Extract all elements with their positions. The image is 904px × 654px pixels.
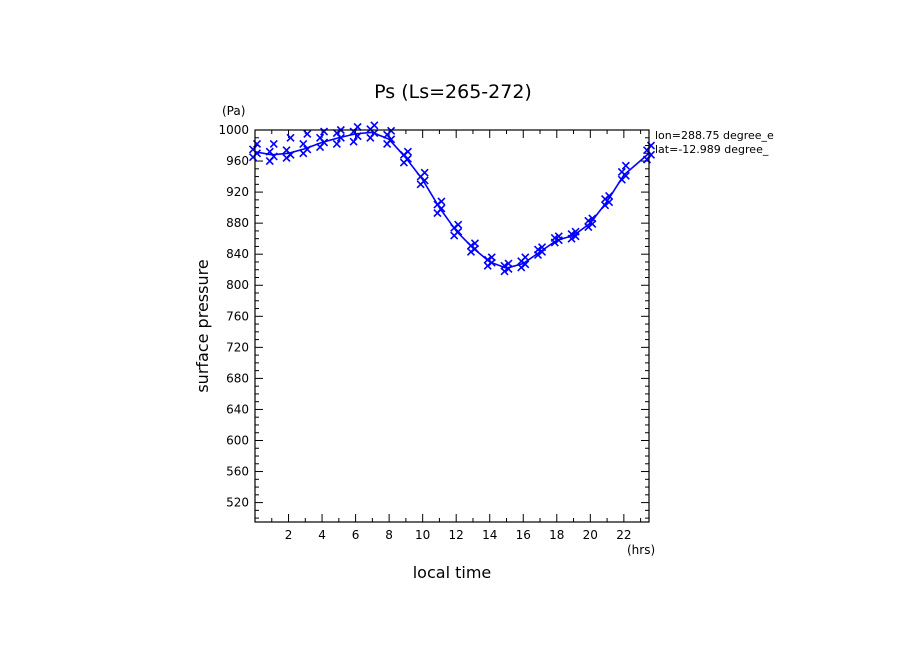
data-point-marker	[303, 129, 312, 138]
y-tick-label: 880	[226, 216, 249, 230]
chart-title: Ps (Ls=265-272)	[374, 81, 532, 103]
data-point-marker	[286, 133, 295, 142]
data-point-marker	[567, 229, 576, 239]
data-point-marker	[504, 259, 513, 268]
series-line	[254, 131, 650, 270]
data-point-marker	[537, 243, 547, 252]
data-point-marker	[487, 253, 496, 262]
x-tick-label: 18	[549, 528, 564, 542]
data-point-marker	[584, 216, 593, 225]
data-point-marker	[319, 127, 329, 136]
data-point-marker	[387, 126, 396, 135]
y-tick-label: 960	[226, 154, 249, 168]
x-tick-label: 22	[616, 528, 631, 542]
x-tick-label: 8	[385, 528, 393, 542]
annotation-lat: lat=-12.989 degree_	[655, 143, 769, 156]
data-point-marker	[303, 145, 312, 154]
data-point-marker	[605, 191, 614, 201]
data-point-marker	[554, 232, 563, 241]
data-point-marker	[521, 253, 530, 262]
data-point-marker	[617, 167, 626, 176]
data-point-marker	[349, 137, 358, 146]
data-point-marker	[332, 139, 341, 149]
y-tick-label: 760	[226, 309, 249, 323]
y-tick-label: 640	[226, 402, 249, 416]
y-tick-label: 520	[226, 496, 249, 510]
data-point-marker	[269, 139, 278, 149]
y-tick-label: 600	[226, 433, 249, 447]
annotation-clip	[779, 126, 904, 162]
y-tick-label: 560	[226, 465, 249, 479]
x-unit-label: (hrs)	[627, 543, 655, 557]
data-point-marker	[454, 220, 463, 229]
data-point-marker	[588, 214, 597, 223]
data-point-marker	[533, 245, 543, 254]
y-tick-label: 680	[226, 371, 249, 385]
y-tick-label: 720	[226, 340, 249, 354]
data-point-marker	[500, 261, 509, 270]
y-tick-label: 1000	[218, 123, 249, 137]
y-unit-label: (Pa)	[222, 104, 245, 118]
data-point-marker	[265, 147, 274, 156]
y-tick-label: 800	[226, 278, 249, 292]
data-point-marker	[621, 161, 630, 170]
data-point-marker	[466, 241, 476, 250]
x-tick-label: 4	[318, 528, 326, 542]
data-point-marker	[437, 197, 446, 206]
data-point-marker	[353, 122, 362, 131]
x-axis-label: local time	[413, 563, 492, 582]
y-tick-label: 920	[226, 185, 249, 199]
annotation-lon: lon=288.75 degree_e	[655, 129, 774, 142]
data-point-marker	[299, 139, 308, 149]
data-point-marker	[571, 227, 580, 236]
x-tick-label: 20	[583, 528, 598, 542]
y-axis-label: surface pressure	[193, 259, 212, 392]
x-tick-label: 2	[285, 528, 293, 542]
data-point-marker	[282, 146, 291, 155]
data-point-marker	[420, 168, 429, 177]
x-tick-label: 14	[482, 528, 497, 542]
x-tick-label: 12	[449, 528, 464, 542]
data-point-marker	[315, 133, 325, 142]
y-tick-label: 840	[226, 247, 249, 261]
x-tick-label: 10	[415, 528, 430, 542]
x-tick-label: 16	[516, 528, 531, 542]
x-tick-label: 6	[352, 528, 360, 542]
data-point-marker	[470, 239, 480, 248]
plot-frame	[254, 129, 650, 523]
data-point-marker	[483, 255, 492, 264]
data-point-marker	[403, 147, 412, 156]
data-point-marker	[370, 121, 379, 130]
